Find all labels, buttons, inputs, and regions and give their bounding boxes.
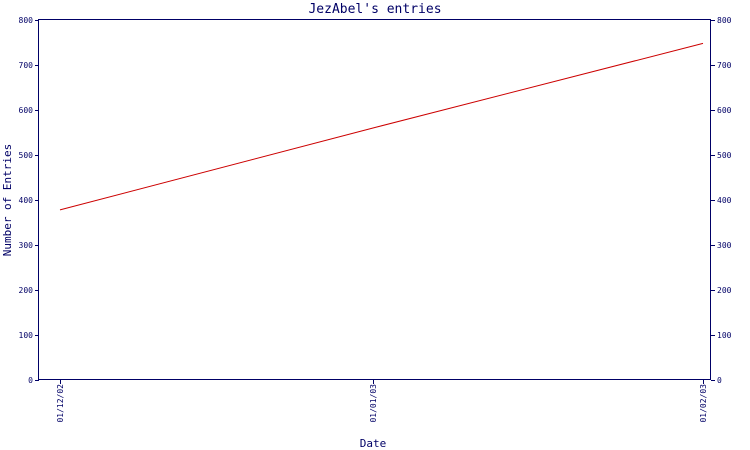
x-tick-label: 01/02/03 (699, 384, 708, 423)
right-y-tick-label: 700 (717, 61, 732, 70)
right-y-tick-label: 300 (717, 241, 732, 250)
left-y-tick-label: 600 (19, 106, 34, 115)
left-y-tick-label: 0 (28, 376, 33, 385)
right-y-tick-label: 0 (717, 376, 722, 385)
left-y-tick-label: 100 (19, 331, 34, 340)
left-y-tick-label: 700 (19, 61, 34, 70)
right-y-tick-label: 800 (717, 16, 732, 25)
series-line (59, 42, 704, 211)
left-y-tick-label: 200 (19, 286, 34, 295)
right-y-axis: 0 100 200 300 400 500 600 700 800 (711, 16, 732, 385)
x-axis-label: Date (360, 437, 387, 450)
right-y-tick-label: 400 (717, 196, 732, 205)
left-y-tick-label: 300 (19, 241, 34, 250)
x-tick-label: 01/01/03 (369, 384, 378, 423)
left-y-tick-label: 500 (19, 151, 34, 160)
right-y-tick-label: 600 (717, 106, 732, 115)
chart-title: JezAbel's entries (308, 2, 441, 17)
x-tick-label: 01/12/02 (56, 384, 65, 423)
right-y-tick-label: 100 (717, 331, 732, 340)
plot-area-frame (38, 19, 711, 380)
left-y-tick-label: 400 (19, 196, 34, 205)
y-axis-label: Number of Entries (1, 144, 14, 257)
left-y-axis: 0 100 200 300 400 500 600 700 800 (19, 16, 39, 385)
left-y-tick-label: 800 (19, 16, 34, 25)
right-y-tick-label: 200 (717, 286, 732, 295)
right-y-tick-label: 500 (717, 151, 732, 160)
x-axis: 01/12/02 01/01/03 01/02/03 (56, 380, 708, 423)
